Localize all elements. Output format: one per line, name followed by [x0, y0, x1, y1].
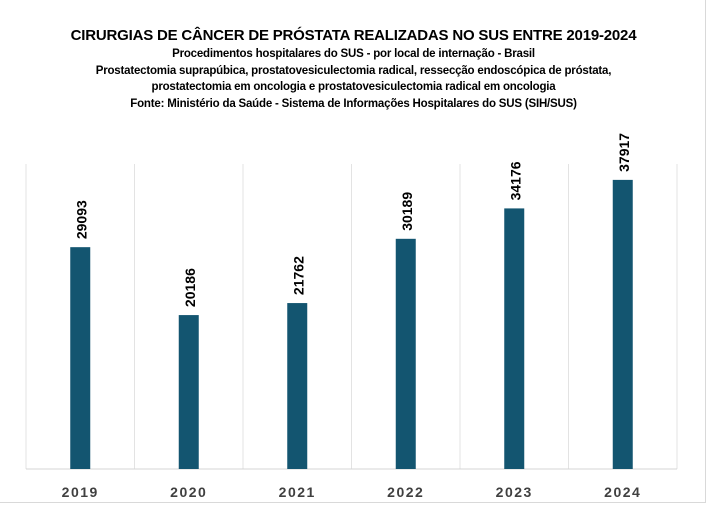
chart-subtitle: prostatectomia em oncologia e prostatove…	[151, 81, 556, 93]
bar-2024	[612, 179, 633, 469]
x-tick-label-2022: 2022	[387, 484, 424, 500]
bar-2019	[70, 247, 91, 469]
chart-subtitle: Prostatectomia suprapúbica, prostatovesi…	[95, 64, 612, 77]
bar-2020	[178, 315, 199, 469]
x-tick-label-2024: 2024	[604, 484, 641, 500]
chart-titles: CIRURGIAS DE CÂNCER DE PRÓSTATA REALIZAD…	[0, 26, 707, 112]
chart-source: Fonte: Ministério da Saúde - Sistema de …	[130, 97, 577, 110]
bar-2023	[504, 208, 525, 469]
data-label-2019: 29093	[73, 200, 89, 239]
x-tick-label-2021: 2021	[279, 484, 316, 500]
data-label-2024: 37917	[616, 133, 632, 172]
bar-2021	[287, 303, 308, 469]
chart-title: CIRURGIAS DE CÂNCER DE PRÓSTATA REALIZAD…	[70, 27, 637, 44]
x-tick-label-2020: 2020	[170, 484, 207, 500]
data-label-2023: 34176	[507, 161, 523, 200]
chart-subtitle: Procedimentos hospitalares do SUS - por …	[172, 48, 535, 60]
bar-2022	[395, 238, 416, 469]
data-label-2021: 21762	[290, 256, 306, 295]
x-tick-label-2023: 2023	[496, 484, 533, 500]
x-tick-label-2019: 2019	[62, 484, 99, 500]
data-label-2020: 20186	[182, 268, 198, 307]
data-label-2022: 30189	[399, 192, 415, 231]
